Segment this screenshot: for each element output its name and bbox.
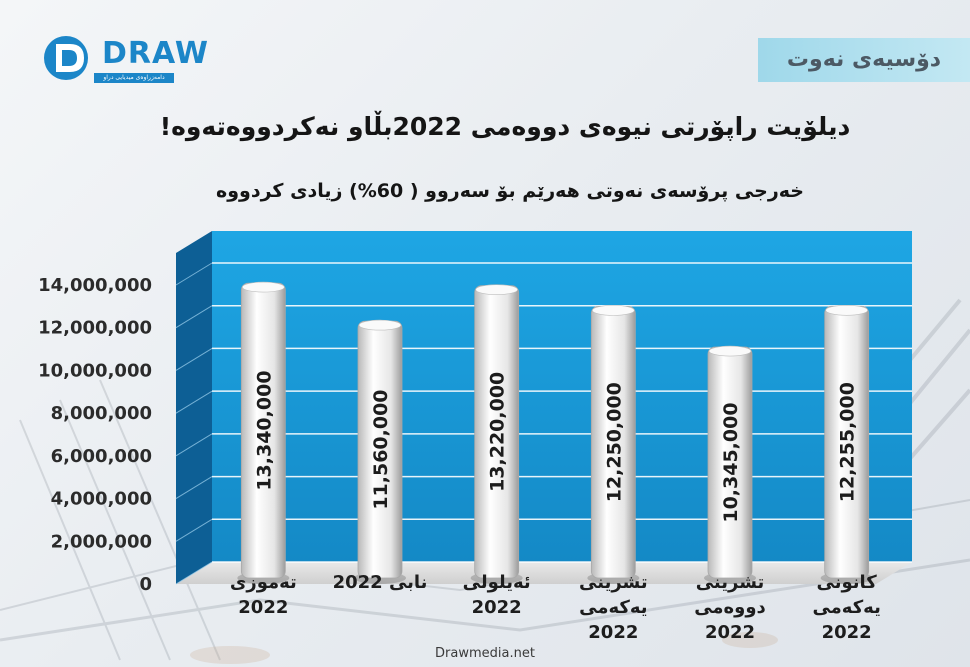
bar-cap [825,304,868,316]
bar-value-label: 10,345,000 [720,402,742,522]
gridline-side [175,305,213,329]
logo-wordmark: DRAW [102,36,209,71]
x-category-label: نابی 2022 [332,572,428,593]
gridline-side [175,561,213,585]
y-tick-label: 8,000,000 [51,403,152,424]
chart-title: دیلۆیت راپۆرتی نیوەی دووەمی 2022بڵاو نەک… [159,112,851,141]
gridline-side [175,518,213,542]
bar-cap [708,345,752,357]
logo-globe-icon [44,36,88,80]
bar-cap [242,281,285,293]
bar-value-label: 13,340,000 [253,370,275,490]
x-category-label: تشرینی دووەمی 2022 [694,572,766,643]
y-tick-label: 2,000,000 [51,531,152,552]
bar-value-label: 13,220,000 [487,372,509,492]
y-tick-label: 10,000,000 [38,360,152,381]
bar-cap [592,305,635,316]
y-tick-label: 0 [139,574,152,595]
section-label: دۆسیەی نەوت [758,38,970,82]
x-category-label: تشرینی یەکەمی 2022 [579,572,648,643]
plot-side-wall [176,231,212,584]
footer-site: Drawmedia.net [435,646,535,661]
bar-value-label: 11,560,000 [370,389,392,509]
y-tick-label: 14,000,000 [38,275,152,296]
y-tick-label: 12,000,000 [38,318,152,339]
bar-cap [475,284,518,295]
logo-subtext: دامەزراوەی میدیایی دراو [94,73,174,83]
bar-cap [358,319,402,331]
gridline-side [175,390,213,414]
brand-logo: DRAW دامەزراوەی میدیایی دراو [40,34,208,84]
y-tick-label: 4,000,000 [51,489,152,510]
gridline-side [175,476,213,499]
bar-value-label: 12,255,000 [837,382,859,502]
y-tick-label: 6,000,000 [51,446,152,467]
gridline-side [175,433,213,457]
gridline-side [175,262,213,286]
gridline-side [175,348,213,371]
chart-subtitle: خەرجی پرۆسەی نەوتی هەرێم بۆ سەروو ( 60%)… [216,180,804,202]
x-category-label: تەموزی 2022 [229,572,297,618]
plot-area [212,231,912,562]
bar-value-label: 12,250,000 [603,382,625,502]
x-category-label: کانونی یەکەمی 2022 [812,572,881,643]
x-category-label: ئەیلولی 2022 [462,572,531,618]
